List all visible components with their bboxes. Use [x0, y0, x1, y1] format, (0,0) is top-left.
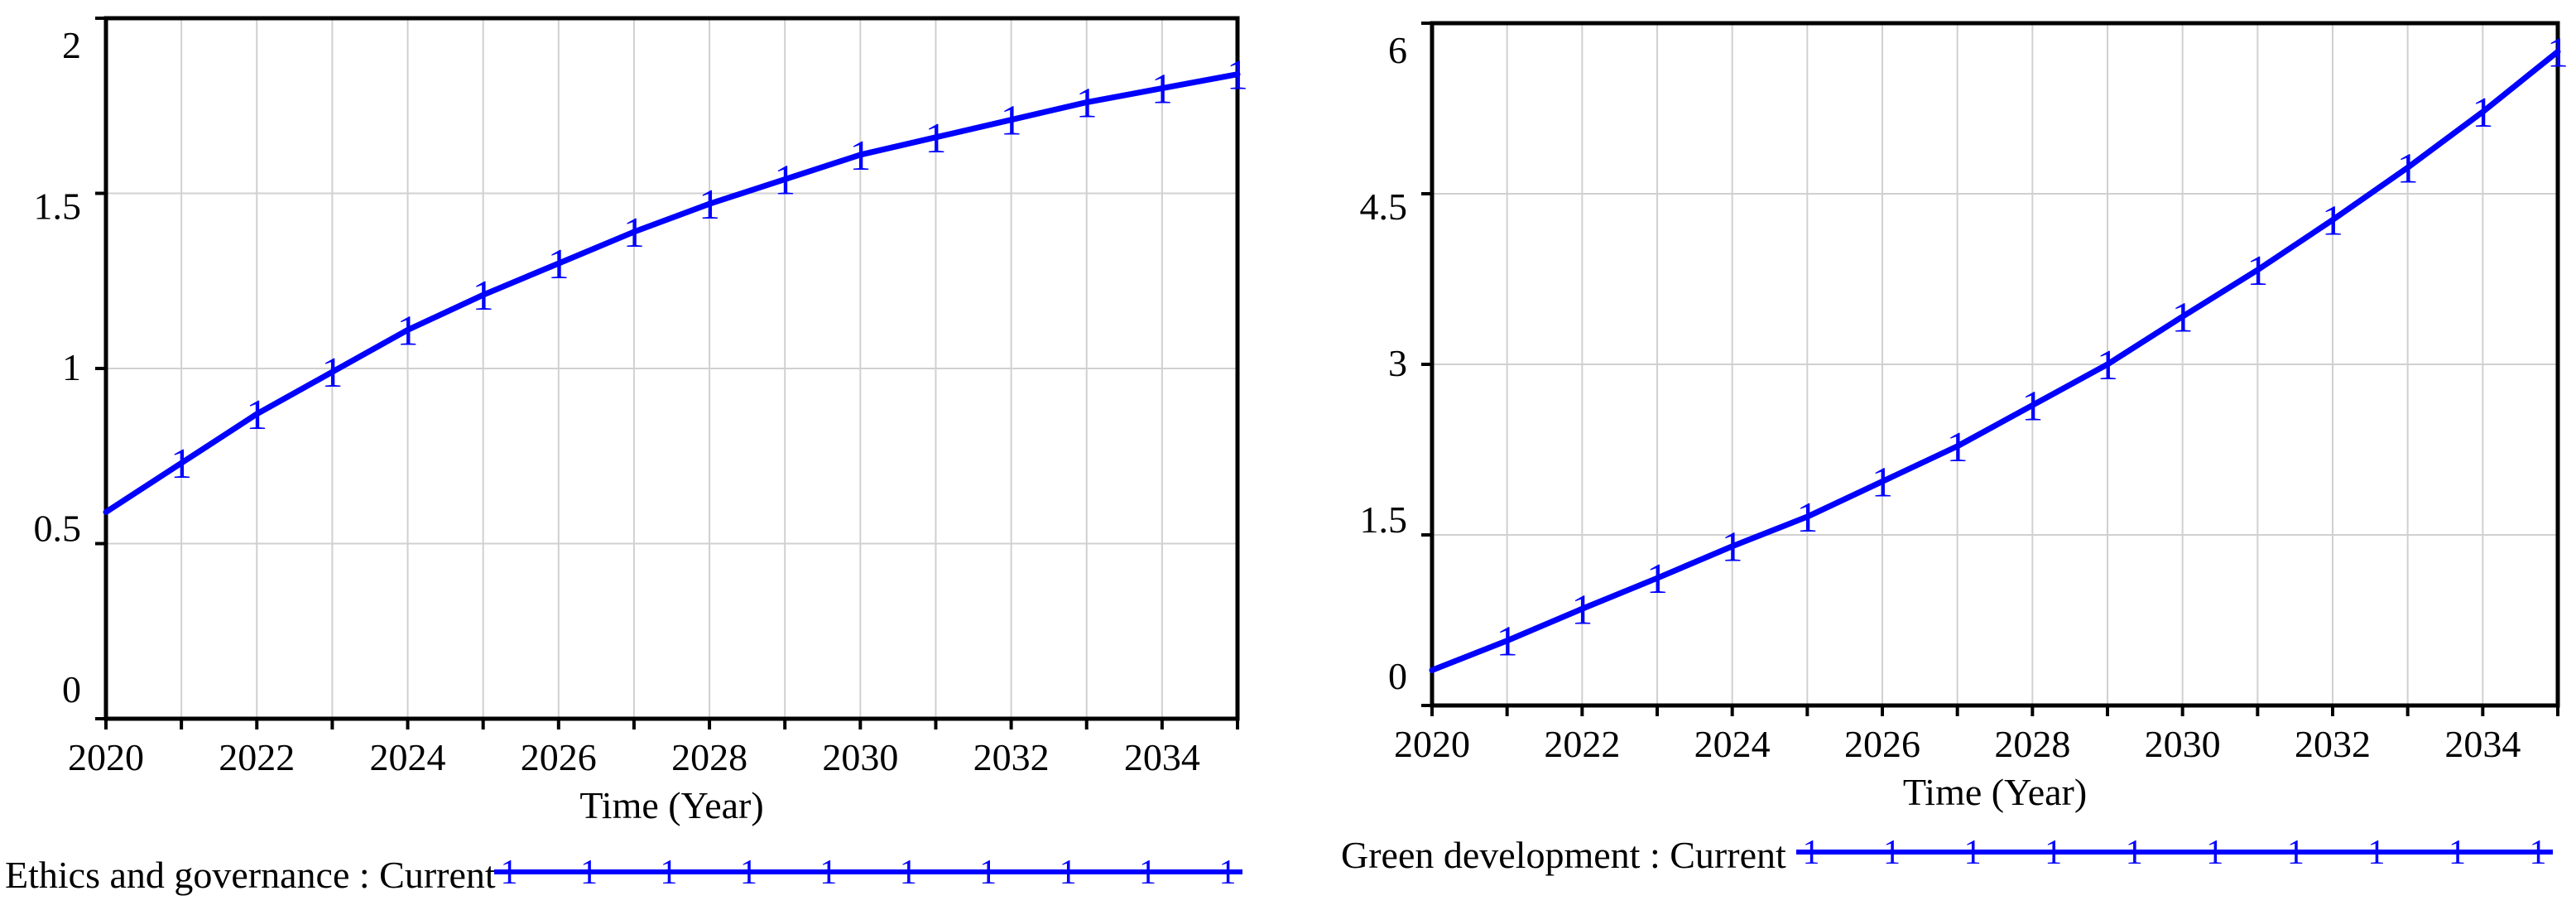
svg-text:1: 1	[2097, 342, 2118, 389]
svg-text:1: 1	[1571, 586, 1593, 633]
svg-text:1: 1	[979, 854, 997, 892]
svg-text:1: 1	[1947, 424, 1968, 471]
svg-text:2032: 2032	[973, 736, 1050, 778]
svg-text:1: 1	[774, 157, 795, 205]
svg-text:1: 1	[1219, 854, 1237, 892]
svg-text:2028: 2028	[671, 736, 747, 778]
axis-ticks	[95, 17, 1239, 729]
svg-text:1: 1	[397, 307, 419, 354]
legend-line-markers: 1 1 1 1 1 1 1 1 1 1	[501, 854, 1237, 892]
svg-text:1: 1	[2172, 294, 2194, 341]
svg-text:1: 1	[925, 115, 946, 162]
svg-text:1: 1	[623, 209, 645, 257]
svg-text:1: 1	[1803, 834, 1820, 872]
svg-text:1: 1	[246, 392, 267, 439]
svg-text:0: 0	[62, 668, 81, 710]
svg-text:1: 1	[740, 854, 757, 892]
svg-text:1: 1	[1722, 524, 1743, 571]
data-line	[103, 71, 1241, 515]
svg-text:1: 1	[2126, 834, 2143, 872]
line-markers: 1 1 1 1 1 1 1 1 1 1 1 1 1 1 1	[1497, 29, 2569, 665]
svg-text:1: 1	[473, 272, 494, 320]
svg-text:1: 1	[62, 346, 81, 388]
x-axis-labels: 2020 2022 2024 2026 2028 2030 2032 2034	[68, 736, 1200, 778]
svg-text:2022: 2022	[219, 736, 295, 778]
svg-text:2030: 2030	[2145, 723, 2221, 765]
line-markers: 1 1 1 1 1 1 1 1 1 1 1 1 1 1 1	[171, 52, 1248, 489]
svg-text:2024: 2024	[370, 736, 446, 778]
svg-text:1: 1	[2287, 834, 2304, 872]
svg-text:1: 1	[1964, 834, 1982, 872]
svg-text:1: 1	[900, 854, 917, 892]
svg-text:1: 1	[2472, 89, 2493, 137]
svg-text:1: 1	[1872, 459, 1893, 506]
x-axis-title: Time (Year)	[1903, 771, 2087, 813]
svg-text:4.5: 4.5	[1360, 185, 1408, 228]
svg-text:2020: 2020	[68, 736, 144, 778]
legend-label: Green development : Current	[1341, 834, 1786, 876]
svg-text:1: 1	[2367, 834, 2385, 872]
legend-line-markers: 1 1 1 1 1 1 1 1 1 1	[1803, 834, 2547, 872]
svg-text:2: 2	[62, 24, 81, 66]
svg-text:2028: 2028	[1994, 723, 2070, 765]
svg-text:1: 1	[2045, 834, 2062, 872]
svg-text:1: 1	[2530, 834, 2547, 872]
svg-text:1: 1	[1076, 80, 1098, 128]
svg-text:3: 3	[1388, 342, 1407, 384]
svg-text:1: 1	[1646, 556, 1668, 603]
svg-text:1: 1	[1139, 854, 1156, 892]
svg-text:1: 1	[548, 241, 570, 288]
svg-text:6: 6	[1388, 29, 1407, 71]
svg-text:1: 1	[2397, 145, 2419, 192]
legend-line-with-markers: 1 1 1 1 1 1 1 1 1 1	[1796, 834, 2553, 872]
svg-text:2032: 2032	[2295, 723, 2371, 765]
y-axis-labels: 0 1.5 3 4.5 6	[1360, 29, 1408, 697]
svg-text:1: 1	[819, 854, 837, 892]
data-line	[1429, 48, 2561, 673]
svg-text:1.5: 1.5	[1360, 498, 1408, 541]
y-axis-labels: 0 0.5 1 1.5 2	[34, 24, 82, 710]
x-axis-labels: 2020 2022 2024 2026 2028 2030 2032 2034	[1394, 723, 2521, 765]
svg-text:1.5: 1.5	[34, 185, 82, 228]
legend-label: Ethics and governance : Current	[5, 854, 496, 896]
svg-text:1: 1	[321, 349, 343, 397]
svg-text:2034: 2034	[2444, 723, 2521, 765]
svg-text:1: 1	[580, 854, 598, 892]
svg-text:1: 1	[501, 854, 518, 892]
svg-text:1: 1	[1060, 854, 1077, 892]
svg-text:2030: 2030	[822, 736, 898, 778]
svg-text:1: 1	[2322, 198, 2343, 245]
svg-text:2034: 2034	[1124, 736, 1200, 778]
svg-text:2026: 2026	[521, 736, 597, 778]
svg-text:1: 1	[1883, 834, 1901, 872]
svg-text:1: 1	[1151, 66, 1173, 113]
legend-line-with-markers: 1 1 1 1 1 1 1 1 1 1	[494, 854, 1242, 892]
svg-text:2024: 2024	[1694, 723, 1771, 765]
svg-text:2020: 2020	[1394, 723, 1470, 765]
svg-text:1: 1	[1796, 494, 1818, 542]
svg-text:1: 1	[2021, 383, 2043, 430]
svg-text:1: 1	[660, 854, 677, 892]
svg-text:1: 1	[699, 181, 720, 229]
svg-text:1: 1	[2247, 248, 2268, 295]
svg-text:2022: 2022	[1544, 723, 1620, 765]
svg-text:1: 1	[2547, 29, 2569, 76]
svg-text:2026: 2026	[1844, 723, 1920, 765]
svg-text:1: 1	[1227, 52, 1248, 99]
axis-ticks	[1421, 22, 2559, 716]
svg-text:1: 1	[1497, 619, 1518, 666]
svg-text:1: 1	[1001, 98, 1022, 145]
svg-text:1: 1	[2206, 834, 2223, 872]
svg-text:1: 1	[171, 441, 192, 488]
svg-text:0: 0	[1388, 655, 1407, 697]
svg-text:1: 1	[2449, 834, 2466, 872]
svg-text:1: 1	[849, 132, 871, 180]
x-axis-title: Time (Year)	[579, 784, 763, 826]
svg-text:0.5: 0.5	[34, 508, 82, 550]
